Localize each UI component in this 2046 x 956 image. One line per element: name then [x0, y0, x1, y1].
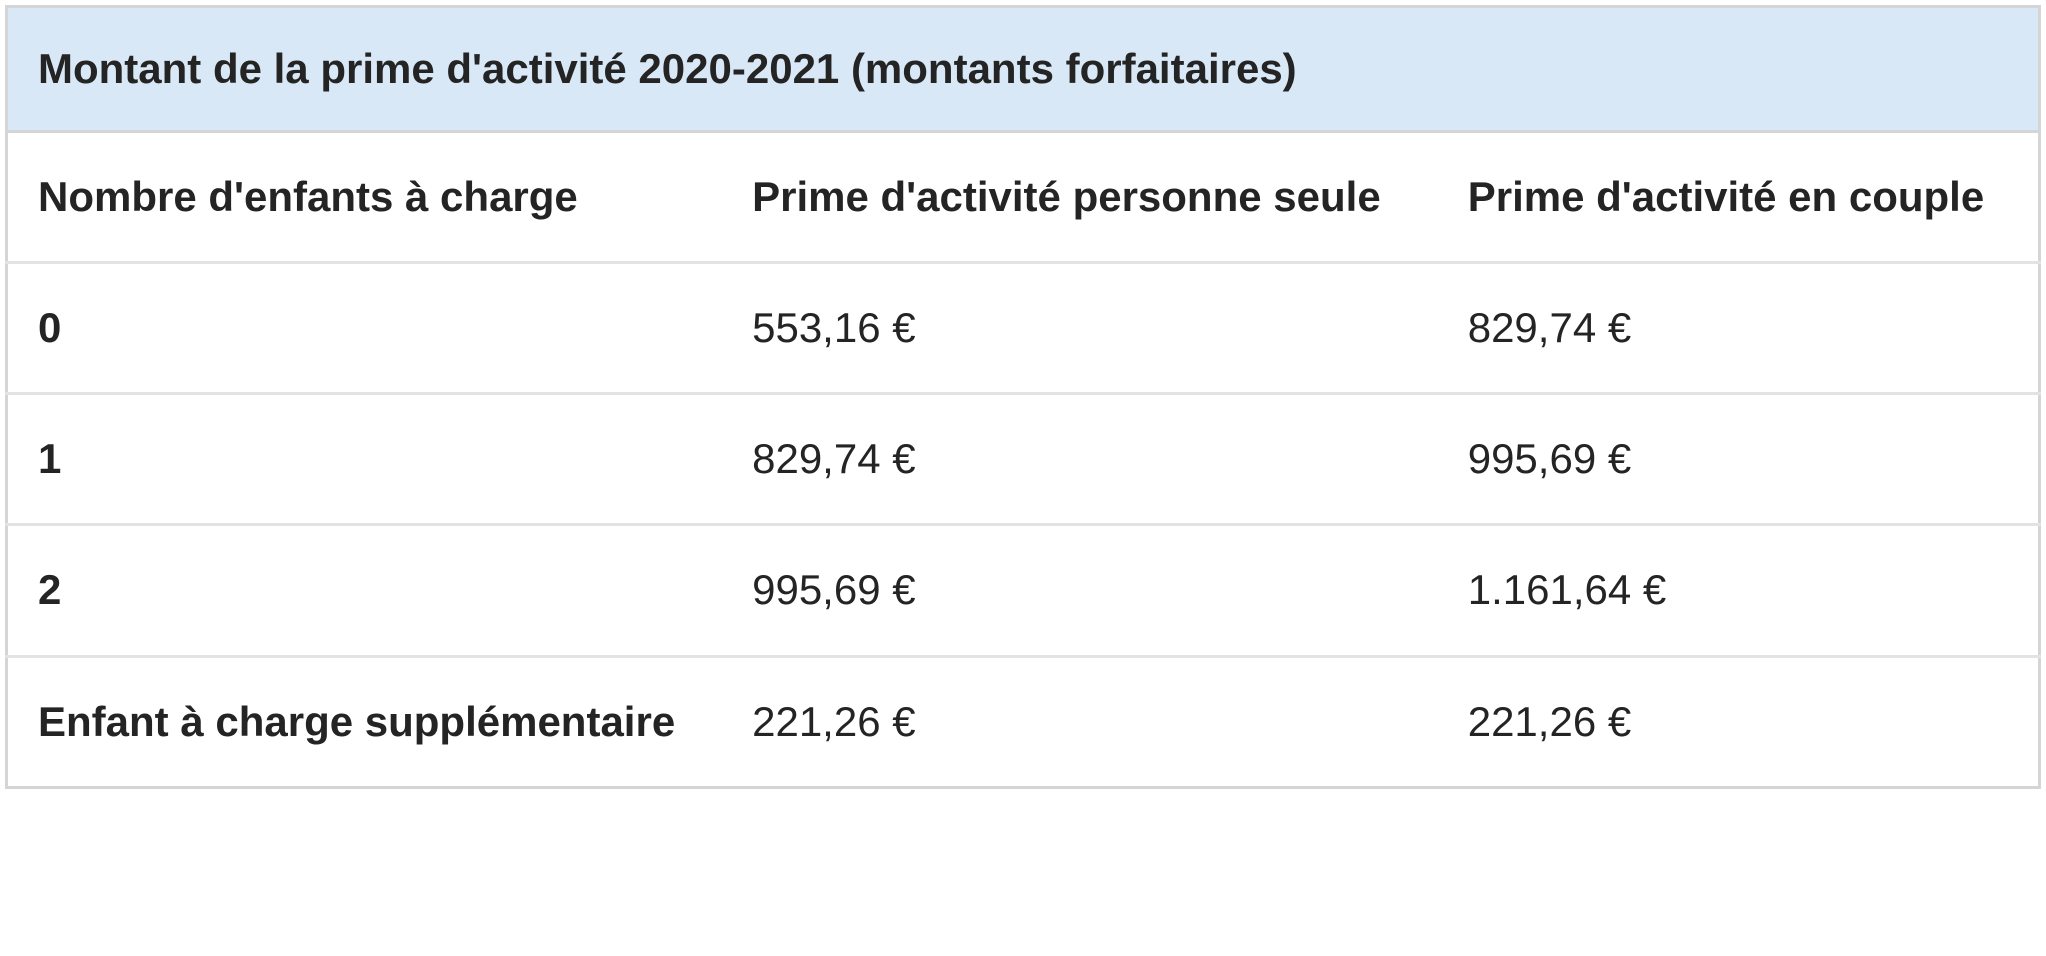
value-single: 553,16 € [752, 304, 916, 352]
value-single: 829,74 € [752, 435, 916, 483]
prime-activite-table: Montant de la prime d'activité 2020-2021… [5, 5, 2041, 789]
table-row: Enfant à charge supplémentaire 221,26 € … [6, 656, 2040, 788]
value-single: 221,26 € [752, 697, 916, 745]
value-couple: 1.161,64 € [1467, 566, 1667, 614]
column-header-single: Prime d'activité personne seule [722, 131, 1438, 263]
value-couple: 829,74 € [1467, 304, 1632, 352]
column-header-row: Nombre d'enfants à charge Prime d'activi… [6, 131, 2040, 263]
value-single: 995,69 € [752, 566, 916, 614]
column-header-children: Nombre d'enfants à charge [6, 131, 723, 263]
row-label: 2 [38, 566, 62, 614]
value-couple: 221,26 € [1467, 697, 1632, 745]
table-row: 0 553,16 € 829,74 € [6, 262, 2040, 394]
table-row: 2 995,69 € 1.161,64 € [6, 524, 2040, 657]
column-header-couple: Prime d'activité en couple [1437, 131, 2040, 263]
table-row: 1 829,74 € 995,69 € [6, 393, 2040, 525]
table-title-row: Montant de la prime d'activité 2020-2021… [6, 6, 2040, 134]
table-title: Montant de la prime d'activité 2020-2021… [6, 6, 2040, 134]
row-label: 0 [38, 304, 62, 352]
value-couple: 995,69 € [1467, 435, 1632, 483]
row-label: Enfant à charge supplémentaire [38, 697, 676, 745]
row-label: 1 [38, 435, 62, 483]
